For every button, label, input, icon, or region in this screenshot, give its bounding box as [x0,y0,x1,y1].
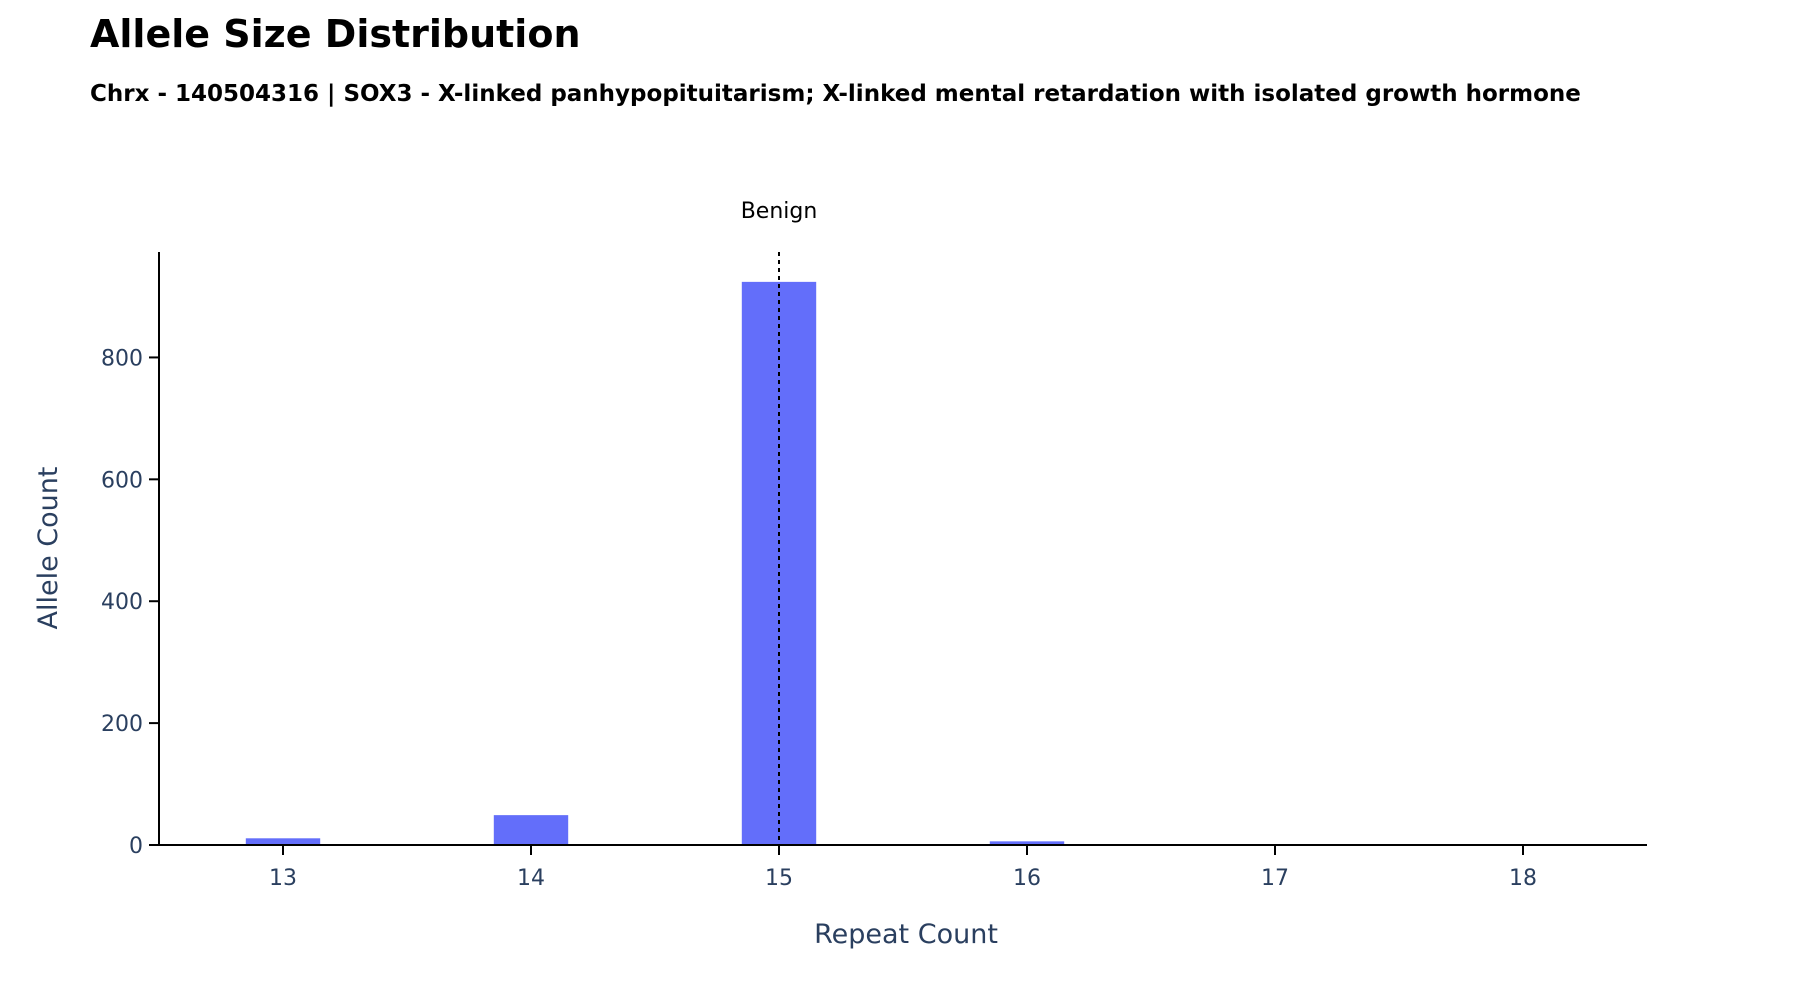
chart-title: Allele Size Distribution [90,12,581,56]
y-tick-label-800: 800 [101,346,143,371]
y-tick-label-0: 0 [129,834,143,859]
annotation-layer: Benign [741,199,818,845]
x-tick-label-13: 13 [269,866,297,891]
y-tick-label-400: 400 [101,590,143,615]
bars-layer [245,281,1065,846]
x-tick-label-17: 17 [1261,866,1289,891]
bar-14[interactable] [493,815,569,845]
y-tick-label-200: 200 [101,712,143,737]
x-tick-label-18: 18 [1509,866,1537,891]
y-tick-label-600: 600 [101,468,143,493]
x-tick-label-14: 14 [517,866,545,891]
axes-layer: 0 200 400 600 800 13 14 15 16 17 18 [101,252,1647,891]
chart-subtitle: Chrx - 140504316 | SOX3 - X-linked panhy… [90,81,1581,107]
annotation-label-0: Benign [741,199,818,224]
bar-16[interactable] [989,841,1065,845]
bar-13[interactable] [245,838,321,845]
x-axis-title: Repeat Count [814,919,998,950]
x-tick-label-15: 15 [765,866,793,891]
y-axis-title: Allele Count [33,467,64,630]
x-tick-label-16: 16 [1013,866,1041,891]
